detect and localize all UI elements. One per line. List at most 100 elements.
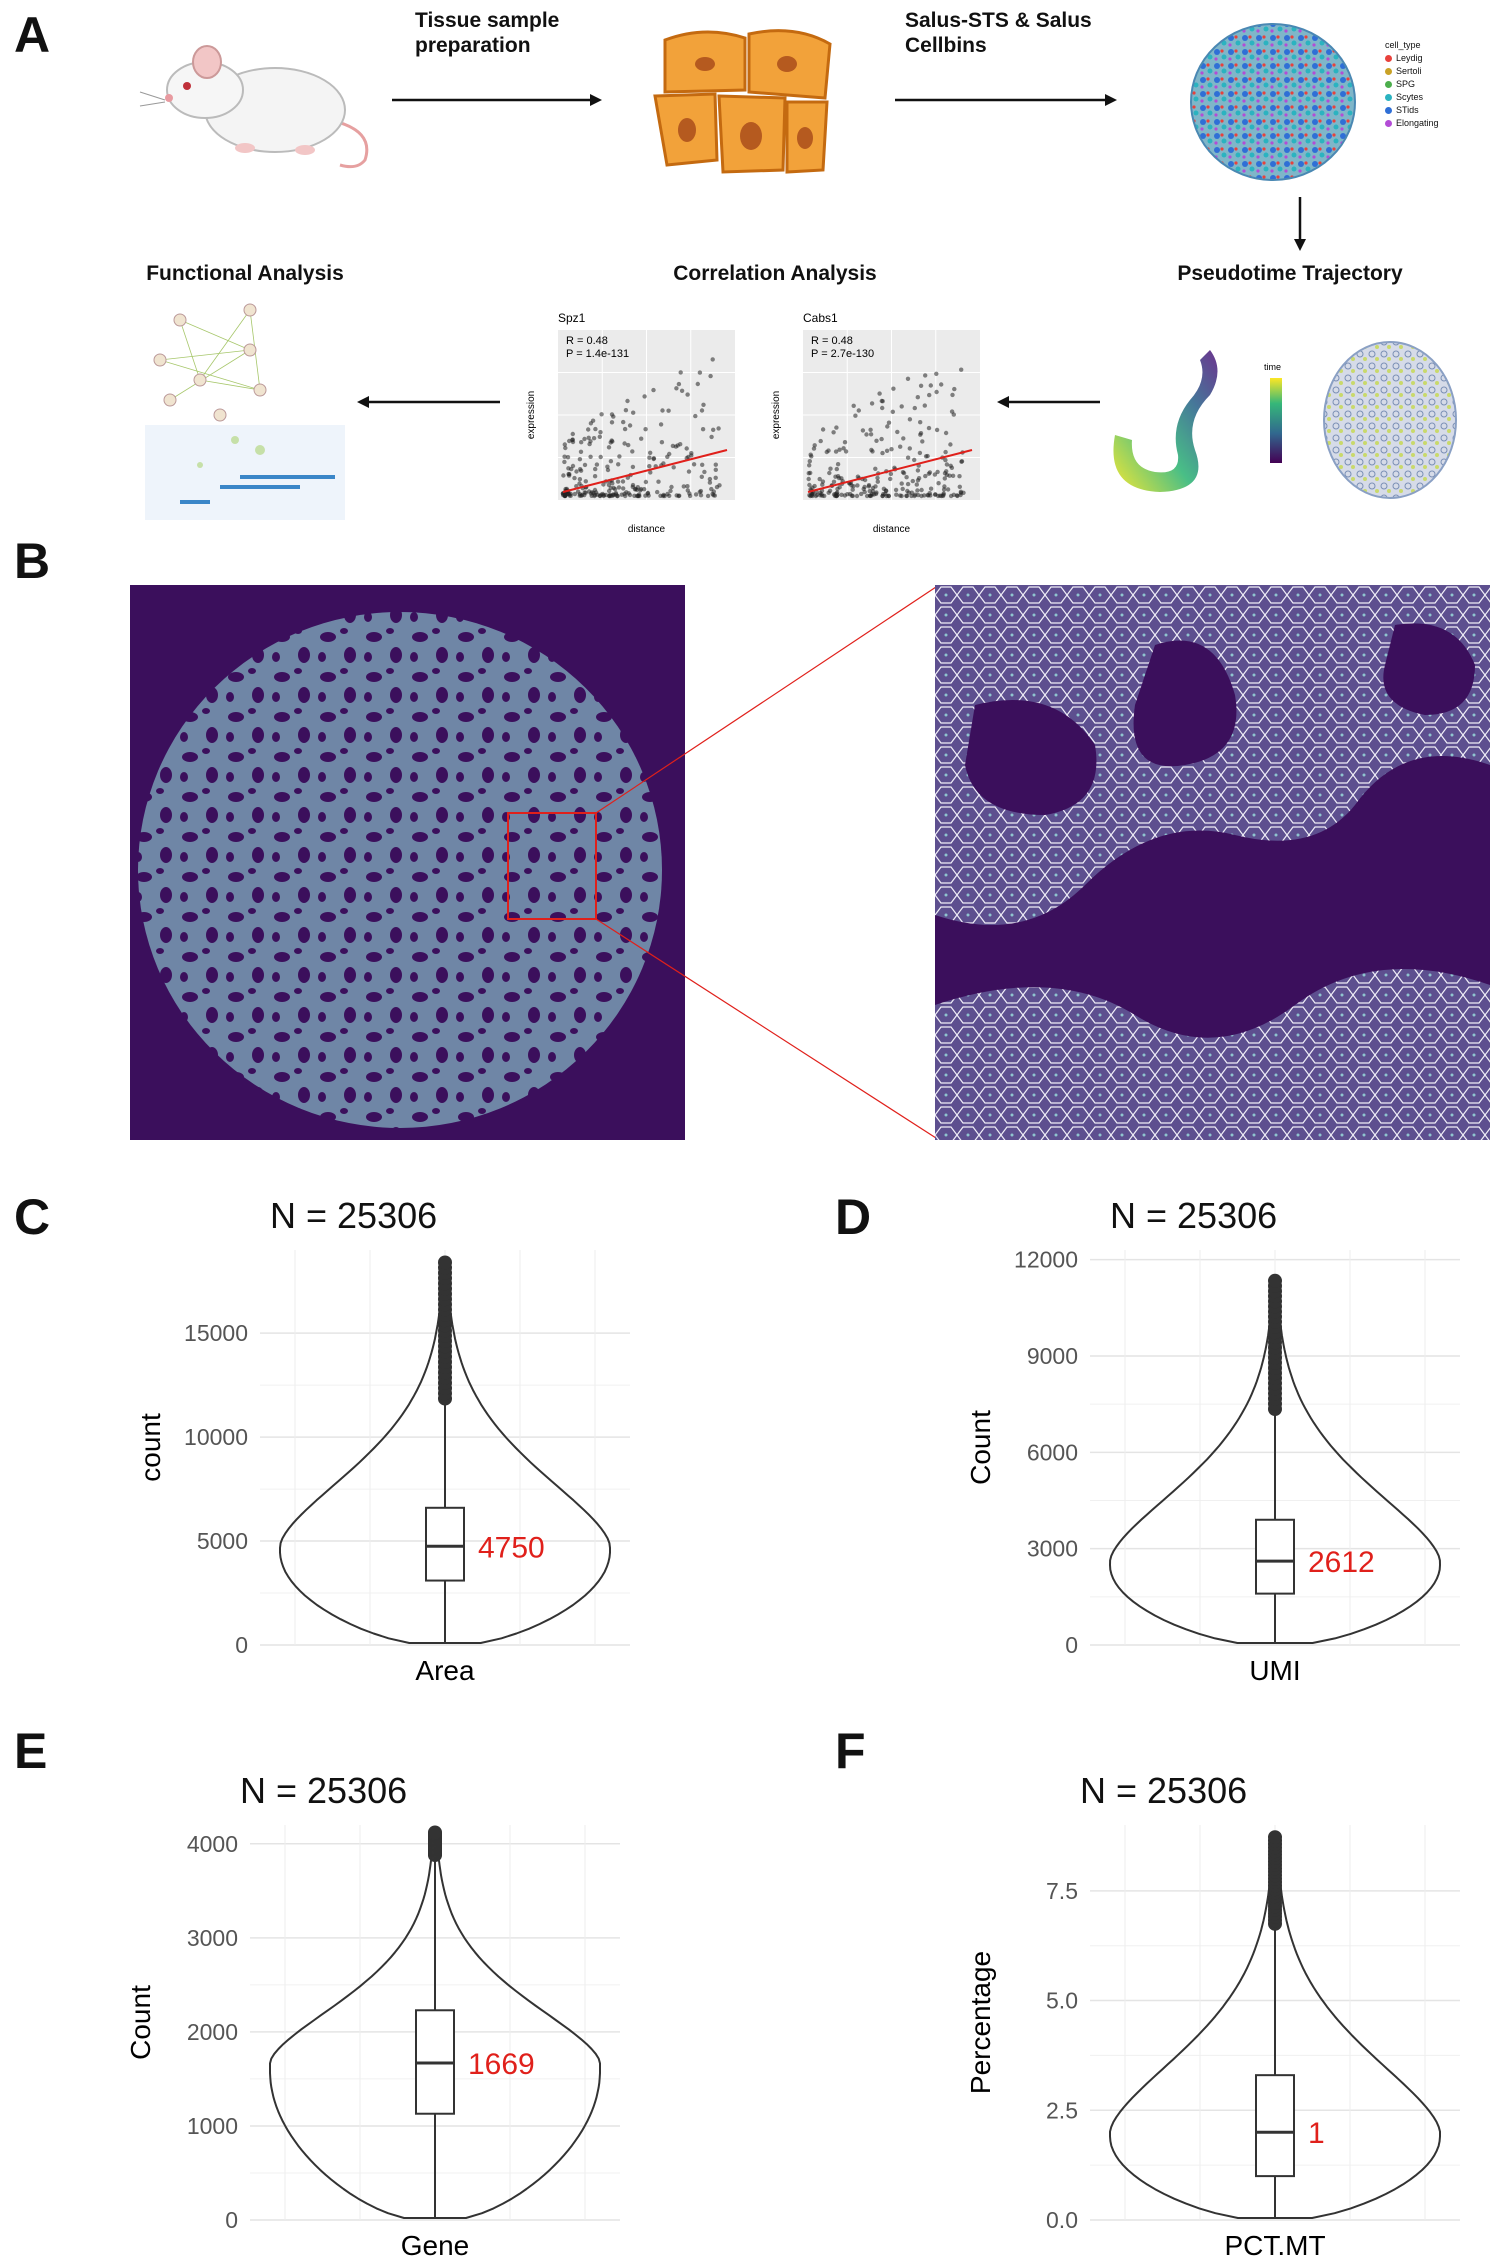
scatter-point <box>862 489 867 495</box>
scatter-point <box>866 484 871 489</box>
scatter-point <box>849 483 854 488</box>
scatter-point <box>928 486 934 491</box>
scatter-point <box>934 427 940 433</box>
legend-item: SPG <box>1385 79 1439 89</box>
scatter-point <box>862 484 867 490</box>
scatter-point <box>912 405 917 411</box>
scatter-point <box>828 466 833 471</box>
scatter-point <box>831 430 836 435</box>
violin-pct-mt: 1 0.0 2.5 5.0 7.5 Percentage PCT.MT <box>965 1825 1460 2261</box>
y-tick-label: 5.0 <box>1046 1988 1078 2014</box>
y-tick-label: 3000 <box>1027 1536 1078 1562</box>
scatter-point <box>880 405 885 411</box>
scatter-point <box>831 479 837 484</box>
scatter-point <box>566 473 572 478</box>
scatter-point <box>928 383 933 388</box>
scatter-point <box>603 492 609 498</box>
scatter-spz1: Spz1 R = 0.48P = 1.4e-131 distance expressi… <box>526 311 735 535</box>
scatter-point <box>713 475 718 480</box>
scatter-point <box>874 490 879 495</box>
panel-letter-f: F <box>835 1723 866 1779</box>
scatter-point <box>907 417 913 422</box>
scatter-point <box>583 479 588 484</box>
scatter-point <box>625 398 630 404</box>
y-tick-label: 10000 <box>184 1424 248 1450</box>
scatter-point <box>611 485 616 491</box>
scatter-point <box>893 487 899 493</box>
regression-line <box>562 449 728 493</box>
scatter-point <box>693 413 698 419</box>
scatter-point <box>935 469 940 475</box>
scatter-point <box>588 491 594 496</box>
scatter-point <box>561 473 566 478</box>
scatter-point <box>606 488 612 494</box>
scatter-point <box>605 464 610 469</box>
scatter-point <box>685 392 690 397</box>
scatter-point <box>817 476 822 482</box>
scatter-point <box>648 470 653 475</box>
scatter-point <box>686 469 692 474</box>
scatter-point <box>926 493 931 498</box>
scatter-point <box>700 462 705 467</box>
scatter-point <box>563 445 568 451</box>
legend-item: Leydig <box>1385 53 1439 63</box>
scatter-point <box>590 418 596 423</box>
scatter-point <box>853 413 858 418</box>
scatter-point <box>582 462 588 468</box>
legend-label: Scytes <box>1396 92 1424 102</box>
box-iqr <box>425 1506 465 1582</box>
y-tick-label: 0 <box>1065 1632 1078 1658</box>
y-tick-label: 1000 <box>187 2113 238 2139</box>
outlier-point <box>428 1825 442 1840</box>
scatter-point <box>854 493 860 499</box>
legend-label: SPG <box>1396 79 1416 89</box>
scatter-point <box>701 402 706 407</box>
step-salus-label: Salus-STS & Salus Cellbins <box>905 9 1092 57</box>
scatter-point <box>577 457 583 462</box>
scatter-point <box>909 490 914 495</box>
scatter-point <box>586 435 591 440</box>
median-label: 1 <box>1308 2117 1325 2150</box>
scatter-point <box>647 455 652 460</box>
scatter-point <box>622 426 628 432</box>
scatter-point <box>870 449 875 454</box>
scatter-point <box>708 373 713 379</box>
scatter-point <box>904 475 909 480</box>
scatter-point <box>944 469 949 474</box>
scatter-point <box>806 476 811 482</box>
legend-item: Scytes <box>1385 92 1439 102</box>
scatter-point <box>605 467 611 473</box>
scatter-point <box>942 476 947 481</box>
scatter-point <box>681 484 686 489</box>
scatter-point <box>860 428 866 433</box>
legend-label: Elongating <box>1396 118 1439 128</box>
scatter-point <box>642 487 647 492</box>
scatter-point <box>824 449 829 455</box>
scatter-cabs1: Cabs1 R = 0.48P = 2.7e-130 distance express… <box>771 311 980 535</box>
violin-gene: 1669 0 1000 2000 3000 4000 Count Gene <box>125 1825 620 2261</box>
scatter-point <box>588 454 593 459</box>
scatter-point <box>918 431 924 436</box>
scatter-point <box>951 492 956 497</box>
scatter-point <box>808 470 813 476</box>
scatter-point <box>884 448 890 453</box>
scatter-r: R = 0.48 <box>811 335 853 347</box>
scatter-point <box>582 436 587 442</box>
scatter-point <box>891 386 896 391</box>
scatter-point <box>915 488 920 493</box>
panel-letter-c: C <box>14 1189 51 1245</box>
scatter-point <box>577 477 583 482</box>
scatter-point <box>643 479 649 485</box>
scatter-point <box>648 450 653 455</box>
scatter-point <box>562 454 567 459</box>
scatter-point <box>665 454 670 459</box>
scatter-point <box>875 475 880 481</box>
scatter-point <box>607 493 612 499</box>
scatter-point <box>623 493 628 499</box>
scatter-point <box>833 449 839 454</box>
scatter-point <box>915 492 921 498</box>
scatter-point <box>684 446 689 451</box>
scatter-point <box>923 473 928 479</box>
scatter-point <box>599 412 604 417</box>
scatter-point <box>917 450 923 456</box>
